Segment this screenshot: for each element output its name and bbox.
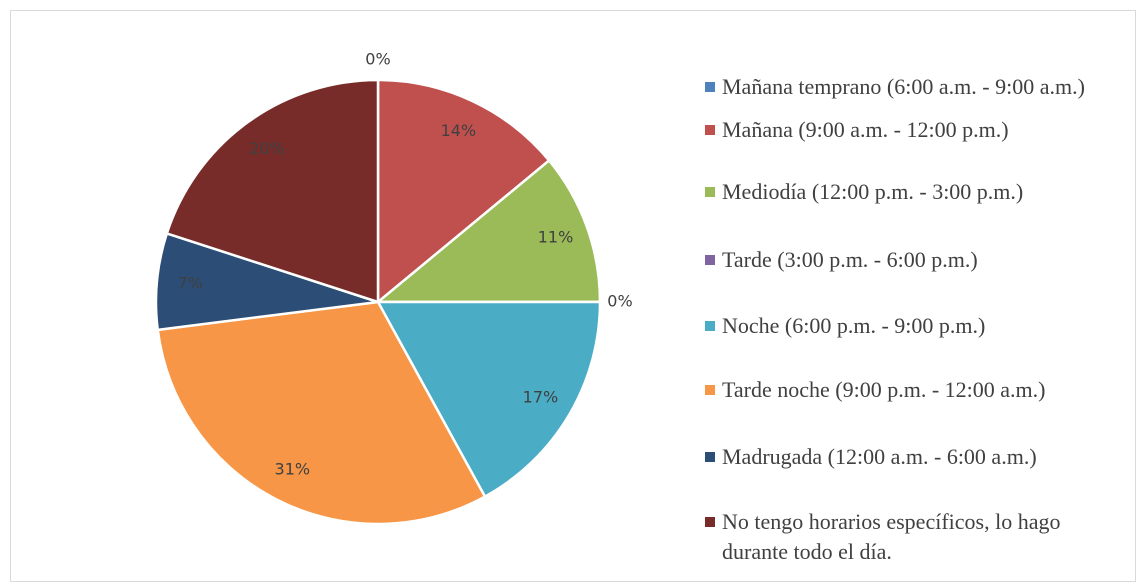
legend-item: Mañana temprano (6:00 a.m. - 9:00 a.m.) xyxy=(705,72,1125,102)
pie-slice xyxy=(156,300,487,526)
legend-label: Mediodía (12:00 p.m. - 3:00 p.m.) xyxy=(722,179,1024,204)
chart-border xyxy=(10,10,1136,582)
legend-item: Noche (6:00 p.m. - 9:00 p.m.) xyxy=(705,311,1125,341)
legend-swatch xyxy=(705,125,715,135)
legend-swatch xyxy=(705,187,715,197)
data-label: 11% xyxy=(538,228,574,247)
legend-swatch xyxy=(705,452,715,462)
legend-label: Mañana (9:00 a.m. - 12:00 p.m.) xyxy=(722,117,1009,142)
pie-slice xyxy=(376,78,551,305)
legend-item: Madrugada (12:00 a.m. - 6:00 a.m.) xyxy=(705,442,1125,472)
legend-label: Mañana temprano (6:00 a.m. - 9:00 a.m.) xyxy=(722,74,1085,99)
pie-slice xyxy=(375,300,602,499)
data-label: 20% xyxy=(249,139,285,158)
legend-swatch xyxy=(705,255,715,265)
data-label: 0% xyxy=(607,292,632,311)
legend-label: Tarde (3:00 p.m. - 6:00 p.m.) xyxy=(722,247,978,272)
legend-label: Noche (6:00 p.m. - 9:00 p.m.) xyxy=(722,313,986,338)
data-label: 31% xyxy=(275,460,311,479)
legend-item: Mediodía (12:00 p.m. - 3:00 p.m.) xyxy=(705,177,1125,207)
legend-item: No tengo horarios específicos, lo hago d… xyxy=(705,507,1125,567)
legend-item: Tarde (3:00 p.m. - 6:00 p.m.) xyxy=(705,245,1125,275)
legend-item: Mañana (9:00 a.m. - 12:00 p.m.) xyxy=(705,115,1125,145)
data-label: 14% xyxy=(441,121,477,140)
data-label: 0% xyxy=(365,50,390,69)
pie-slice xyxy=(165,78,380,304)
legend-swatch xyxy=(705,385,715,395)
legend-item: Tarde noche (9:00 p.m. - 12:00 a.m.) xyxy=(705,375,1125,405)
legend-swatch xyxy=(705,517,715,527)
data-label: 17% xyxy=(523,388,559,407)
legend-swatch xyxy=(705,82,715,92)
legend-label: No tengo horarios específicos, lo hago d… xyxy=(722,509,1061,564)
data-label: 7% xyxy=(177,274,202,293)
legend-swatch xyxy=(705,321,715,331)
pie-slice xyxy=(374,158,602,304)
legend-label: Tarde noche (9:00 p.m. - 12:00 a.m.) xyxy=(722,377,1046,402)
legend-label: Madrugada (12:00 a.m. - 6:00 a.m.) xyxy=(722,444,1037,469)
